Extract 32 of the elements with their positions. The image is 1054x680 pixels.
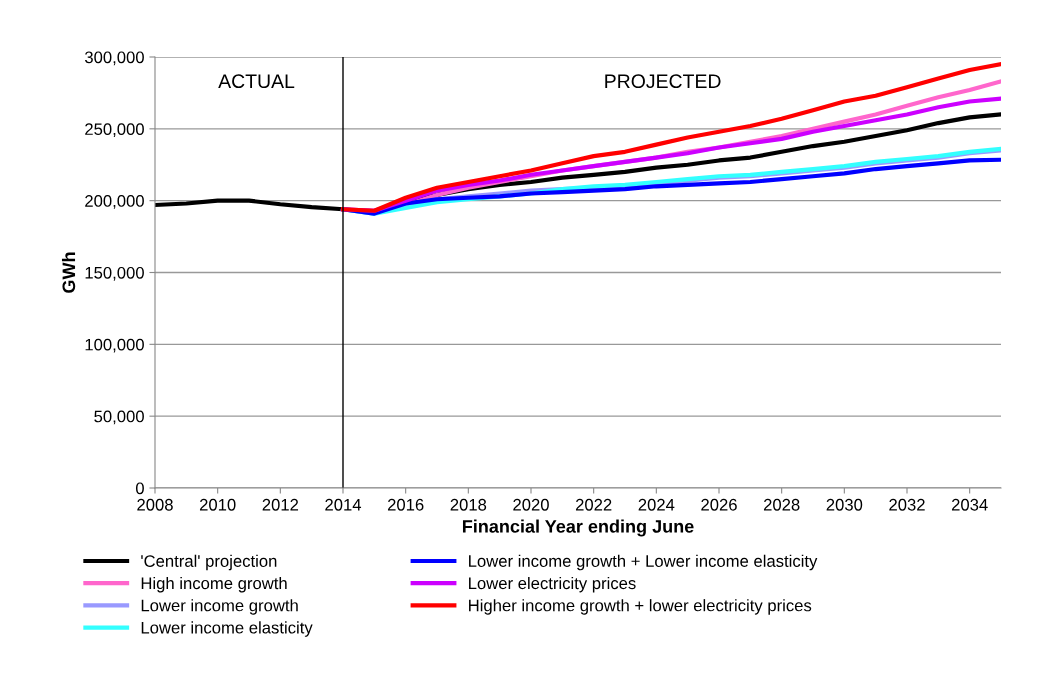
y-tick-label: 50,000 (94, 410, 144, 425)
x-tick-label: 2020 (513, 498, 549, 511)
legend-label: Lower electricity prices (469, 576, 636, 593)
y-tick-label: 300,000 (84, 51, 144, 66)
x-tick-label: 2018 (450, 498, 487, 511)
y-tick-label: 100,000 (85, 338, 144, 353)
legend-label: Higher income growth + lower electricity prices (469, 599, 812, 615)
annotation: ACTUAL (218, 74, 295, 89)
legend-label: Lower income growth (141, 599, 298, 615)
x-tick-label: 2034 (951, 498, 988, 511)
x-axis-title: Financial Year ending June (462, 519, 694, 537)
y-axis-title: GWh (61, 252, 76, 293)
x-tick-label: 2010 (199, 498, 236, 511)
legend-label: 'Central' projection (141, 554, 277, 571)
legend-label: High income growth (141, 576, 287, 593)
x-tick-label: 2012 (262, 498, 299, 511)
y-tick-label: 0 (135, 482, 144, 495)
x-tick-label: 2008 (137, 498, 173, 511)
x-tick-label: 2028 (763, 498, 800, 511)
annotation: PROJECTED (605, 74, 721, 89)
x-tick-label: 2026 (701, 498, 737, 511)
x-tick-label: 2014 (325, 498, 362, 511)
x-tick-label: 2030 (826, 498, 863, 511)
legend-label: Lower income elasticity (141, 621, 313, 637)
x-tick-label: 2032 (889, 498, 925, 511)
x-tick-label: 2022 (575, 498, 612, 511)
y-tick-label: 200,000 (85, 195, 144, 209)
x-tick-label: 2016 (387, 498, 424, 511)
legend-label: Lower income growth + Lower income elasticity (469, 554, 818, 571)
x-tick-label: 2024 (638, 498, 675, 511)
y-tick-label: 150,000 (85, 266, 144, 281)
y-tick-label: 250,000 (85, 123, 144, 138)
